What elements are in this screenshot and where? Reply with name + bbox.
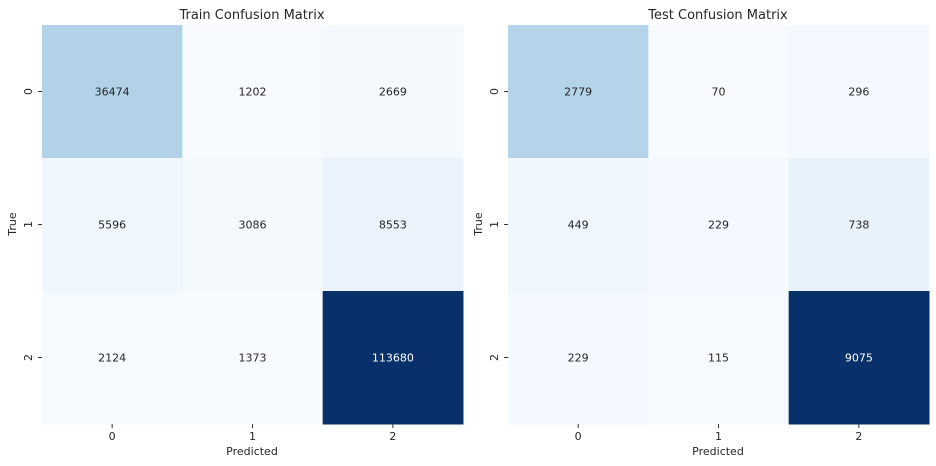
cell-value-r0-c1: 70 <box>712 86 726 99</box>
y-axis-label: True <box>472 212 485 237</box>
cell-value-r1-c2: 738 <box>848 219 869 232</box>
x-tick-label-2: 2 <box>389 430 396 443</box>
cell-value-r1-c2: 8553 <box>379 219 407 232</box>
cell-value-r0-c1: 1202 <box>239 86 267 99</box>
cell-value-r1-c1: 229 <box>708 219 729 232</box>
heatmap-cell-r0-c0 <box>42 25 183 159</box>
heatmap-cell-r2-c2 <box>322 291 464 425</box>
heatmap-cell-r2-c0 <box>508 291 649 425</box>
cell-value-r2-c2: 113680 <box>372 352 414 365</box>
y-tick-label-0: 0 <box>488 88 501 95</box>
heatmap-cell-labels: 2779 70 296 449 229 738 229 115 9075 <box>564 86 873 365</box>
x-tick-label-0: 0 <box>575 430 582 443</box>
cell-value-r2-c0: 229 <box>568 352 589 365</box>
cell-value-r2-c0: 2124 <box>98 352 126 365</box>
cell-value-r1-c1: 3086 <box>239 219 267 232</box>
x-tick-label-1: 1 <box>249 430 256 443</box>
heatmap-cells <box>508 25 930 425</box>
cell-value-r0-c0: 2779 <box>564 86 592 99</box>
x-tick-label-0: 0 <box>109 430 116 443</box>
x-axis-label: Predicted <box>226 445 278 458</box>
y-axis-ticks: 0 1 2 <box>22 88 42 361</box>
train-confusion-matrix: Train Confusion Matrix 36474 1202 26695596… <box>6 8 464 458</box>
cell-value-r1-c0: 449 <box>568 219 589 232</box>
heatmap-cell-r0-c0 <box>508 25 649 159</box>
y-tick-label-0: 0 <box>22 88 35 95</box>
cell-value-r2-c2: 9075 <box>845 352 873 365</box>
y-axis-ticks: 0 1 2 <box>488 88 508 361</box>
x-axis-label: Predicted <box>692 445 744 458</box>
y-tick-label-2: 2 <box>22 354 35 361</box>
heatmap-cell-r1-c0 <box>42 158 183 292</box>
y-tick-label-1: 1 <box>488 221 501 228</box>
cell-value-r0-c0: 36474 <box>95 86 130 99</box>
test-confusion-matrix: Test Confusion Matrix 2779 70 296 449 229 738… <box>472 8 930 458</box>
heatmap-cell-r1-c2 <box>788 158 930 292</box>
x-axis-ticks: 0 1 2 <box>575 424 862 443</box>
cell-value-r1-c0: 5596 <box>98 219 126 232</box>
x-tick-label-1: 1 <box>715 430 722 443</box>
heatmap-cells <box>42 25 464 425</box>
heatmap-cell-r0-c1 <box>182 25 324 159</box>
heatmap-cell-r0-c2 <box>322 25 464 159</box>
chart-title: Test Confusion Matrix <box>647 8 788 23</box>
y-axis-label: True <box>6 212 19 237</box>
heatmap-cell-r2-c1 <box>182 291 324 425</box>
heatmap-cell-r0-c1 <box>648 25 790 159</box>
x-tick-label-2: 2 <box>855 430 862 443</box>
heatmap-cell-r1-c2 <box>322 158 464 292</box>
heatmap-cell-r2-c0 <box>42 291 183 425</box>
cell-value-r0-c2: 296 <box>848 86 869 99</box>
heatmap-cell-r2-c2 <box>788 291 930 425</box>
cell-value-r0-c2: 2669 <box>379 86 407 99</box>
heatmap-cell-r1-c1 <box>182 158 324 292</box>
heatmap-cell-r1-c1 <box>648 158 790 292</box>
chart-title: Train Confusion Matrix <box>178 8 324 23</box>
cell-value-r2-c1: 1373 <box>239 352 267 365</box>
heatmap-cell-r1-c0 <box>508 158 649 292</box>
cell-value-r2-c1: 115 <box>708 352 729 365</box>
heatmap-cell-r0-c2 <box>788 25 930 159</box>
heatmap-cell-r2-c1 <box>648 291 790 425</box>
heatmap-cell-labels: 36474 1202 2669 5596 3086 8553 2124 1373 113680 <box>95 86 414 365</box>
y-tick-label-2: 2 <box>488 354 501 361</box>
y-tick-label-1: 1 <box>22 221 35 228</box>
x-axis-ticks: 0 1 2 <box>109 424 396 443</box>
